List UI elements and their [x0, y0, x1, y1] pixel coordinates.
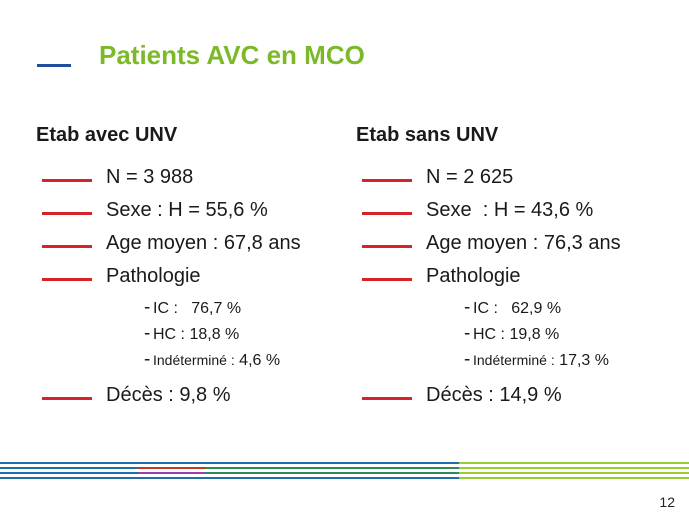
column-without-unv: Etab sans UNV N = 2 625 Sexe : H = 43,6 … [356, 124, 686, 417]
bullet-dash [362, 245, 412, 248]
column-with-unv: Etab avec UNV N = 3 988 Sexe : H = 55,6 … [36, 124, 366, 417]
sub-item: - HC : 18,8 % [144, 323, 240, 344]
list-item: N = 2 625 [356, 166, 686, 199]
list-item: Age moyen : 76,3 ans [356, 232, 686, 265]
list-item: Sexe : H = 43,6 % [356, 199, 686, 232]
slide-title: Patients AVC en MCO [99, 40, 365, 70]
footer-stripes [0, 462, 689, 484]
bullet-dash [362, 278, 412, 281]
column-heading: Etab sans UNV [356, 124, 499, 146]
bullet-dash [42, 212, 92, 215]
bullet-dash [362, 179, 412, 182]
list-item: Décès : 14,9 % [356, 384, 686, 417]
list-item: Sexe : H = 55,6 % [36, 199, 366, 232]
list-item: Pathologie [356, 265, 686, 298]
sub-list: - IC : 76,7 % - HC : 18,8 % - Indéterminé :… [36, 296, 366, 374]
list-item: N = 3 988 [36, 166, 366, 199]
list-item: Age moyen : 67,8 ans [36, 232, 366, 265]
bullet-dash [362, 212, 412, 215]
list-item: Pathologie [36, 265, 366, 298]
sub-item: - IC : 76,7 % [144, 297, 242, 318]
page-number: 12 [659, 494, 675, 510]
bullet-dash [42, 179, 92, 182]
sub-item: - IC : 62,9 % [464, 297, 562, 318]
list-item: Décès : 9,8 % [36, 384, 366, 417]
sub-item: - Indéterminé : 17,3 % [464, 349, 609, 370]
bullet-dash [362, 397, 412, 400]
sub-item: - Indéterminé : 4,6 % [144, 349, 281, 370]
column-heading: Etab avec UNV [36, 124, 178, 146]
sub-item: - HC : 19,8 % [464, 323, 560, 344]
bullet-dash [42, 397, 92, 400]
sub-list: - IC : 62,9 % - HC : 19,8 % - Indéterminé :… [356, 296, 686, 374]
bullet-dash [42, 278, 92, 281]
bullet-dash [42, 245, 92, 248]
title-dash [37, 64, 71, 67]
